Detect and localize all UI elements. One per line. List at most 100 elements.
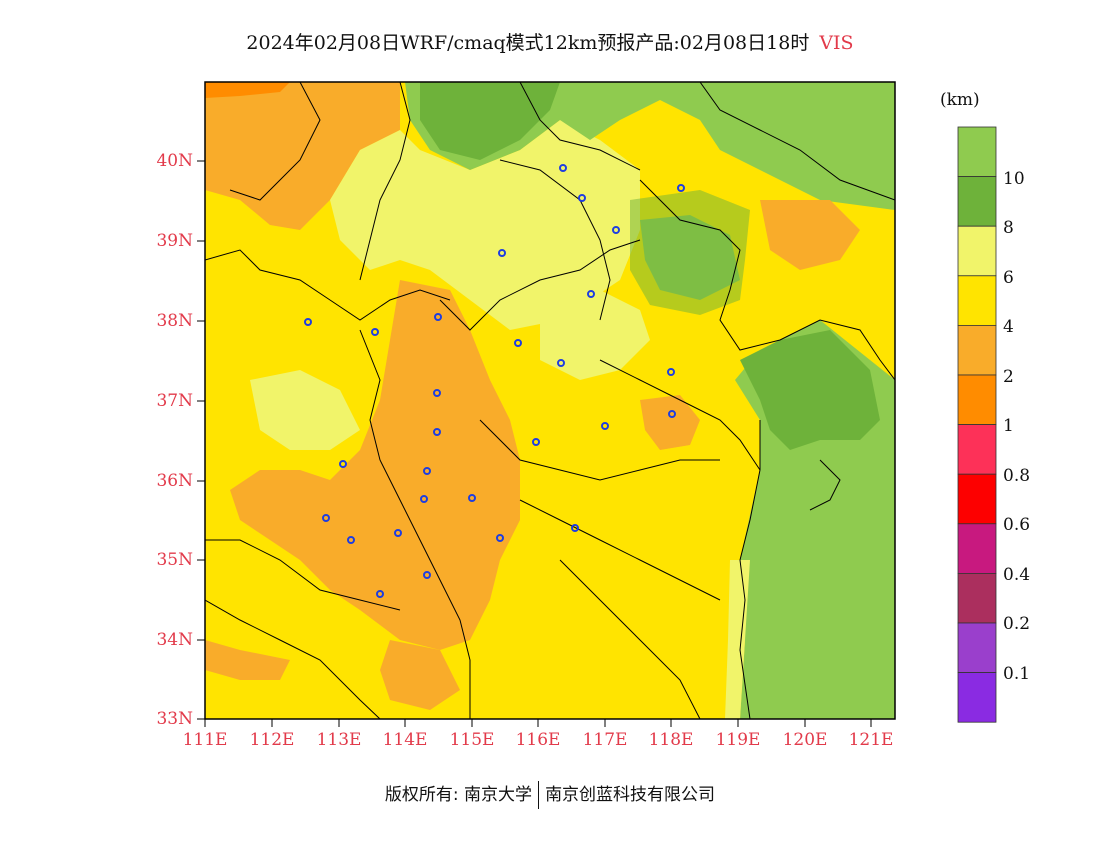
lon-label: 115E bbox=[449, 730, 495, 750]
colorbar-swatch bbox=[957, 622, 997, 673]
lon-label: 118E bbox=[648, 730, 694, 750]
city-marker bbox=[668, 410, 676, 418]
map-title: 2024年02月08日WRF/cmaq模式12km预报产品:02月08日18时 V… bbox=[0, 28, 1100, 55]
lon-label: 117E bbox=[582, 730, 628, 750]
colorbar-label: 2 bbox=[1003, 367, 1014, 387]
boundary-line bbox=[359, 329, 471, 719]
city-marker bbox=[578, 194, 586, 202]
boundary-line bbox=[519, 499, 721, 601]
boundary-line bbox=[519, 82, 641, 171]
city-marker bbox=[612, 226, 620, 234]
colorbar-swatch bbox=[957, 473, 997, 525]
lat-label: 33N bbox=[156, 709, 193, 729]
colorbar-swatch bbox=[957, 275, 997, 326]
city-marker bbox=[433, 389, 441, 397]
field-lightyellow-west bbox=[250, 370, 360, 450]
lon-label: 119E bbox=[715, 730, 761, 750]
city-markers bbox=[304, 164, 685, 598]
city-marker bbox=[347, 536, 355, 544]
city-marker bbox=[434, 313, 442, 321]
lon-label: 116E bbox=[515, 730, 561, 750]
lon-label: 121E bbox=[848, 730, 894, 750]
city-marker bbox=[532, 438, 540, 446]
lon-label: 113E bbox=[316, 730, 362, 750]
boundary-line bbox=[479, 419, 720, 481]
colorbar-swatch bbox=[957, 225, 997, 277]
axis-ticks bbox=[197, 160, 872, 727]
city-marker bbox=[587, 290, 595, 298]
colorbar-label: 10 bbox=[1003, 169, 1025, 189]
field-darkgreen-north bbox=[420, 82, 560, 160]
colorbar-swatch bbox=[957, 424, 997, 475]
boundary-line bbox=[699, 82, 895, 201]
colorbar-swatch bbox=[957, 573, 997, 624]
colorbar-swatch bbox=[957, 324, 997, 376]
city-marker bbox=[423, 467, 431, 475]
footer-left: 版权所有: 南京大学 bbox=[384, 785, 533, 805]
lat-label: 40N bbox=[156, 151, 193, 171]
field-orange-dark-north bbox=[205, 82, 290, 98]
colorbar-label: 4 bbox=[1003, 317, 1014, 337]
boundary-line bbox=[499, 159, 611, 321]
lat-label: 38N bbox=[156, 311, 193, 331]
map-fields bbox=[205, 82, 895, 719]
city-marker bbox=[498, 249, 506, 257]
lat-label: 36N bbox=[156, 471, 193, 491]
lon-label: 111E bbox=[182, 730, 228, 750]
field-orange-south bbox=[380, 640, 460, 710]
city-marker bbox=[433, 428, 441, 436]
colorbar bbox=[957, 126, 997, 723]
lat-label: 35N bbox=[156, 550, 193, 570]
city-marker bbox=[557, 359, 565, 367]
colorbar-swatch bbox=[957, 126, 997, 177]
field-lightyellow-coast bbox=[725, 560, 750, 719]
colorbar-label: 1 bbox=[1003, 416, 1014, 436]
city-marker bbox=[420, 495, 428, 503]
boundary-line bbox=[559, 559, 701, 719]
field-darkgreen-shandong bbox=[740, 330, 880, 450]
field-orange-offshore bbox=[760, 200, 860, 270]
coastline bbox=[639, 179, 895, 381]
boundary-line bbox=[205, 599, 381, 719]
city-marker bbox=[601, 422, 609, 430]
colorbar-unit: (km) bbox=[940, 90, 980, 110]
lon-label: 114E bbox=[382, 730, 428, 750]
field-lightyellow-north bbox=[330, 120, 640, 330]
colorbar-label: 6 bbox=[1003, 268, 1014, 288]
city-marker bbox=[667, 368, 675, 376]
city-marker bbox=[394, 529, 402, 537]
colorbar-label: 8 bbox=[1003, 218, 1014, 238]
boundary-line bbox=[205, 249, 451, 321]
lat-label: 39N bbox=[156, 231, 193, 251]
boundary-line bbox=[205, 539, 401, 611]
city-marker bbox=[468, 494, 476, 502]
colorbar-swatch bbox=[957, 672, 997, 723]
field-green-east-sea bbox=[735, 210, 895, 719]
city-marker bbox=[514, 339, 522, 347]
field-orange-east bbox=[640, 395, 700, 450]
city-marker bbox=[571, 524, 579, 532]
city-marker bbox=[423, 571, 431, 579]
city-marker bbox=[677, 184, 685, 192]
colorbar-label: 0.6 bbox=[1003, 515, 1031, 535]
title-main: 2024年02月08日WRF/cmaq模式12km预报产品:02月08日18时 bbox=[246, 32, 810, 54]
city-marker bbox=[339, 460, 347, 468]
lon-label: 120E bbox=[782, 730, 828, 750]
city-marker bbox=[559, 164, 567, 172]
colorbar-label: 0.1 bbox=[1003, 664, 1031, 684]
lat-label: 34N bbox=[156, 630, 193, 650]
colorbar-swatch bbox=[957, 176, 997, 227]
field-orange-southwest bbox=[205, 640, 290, 680]
lon-label: 112E bbox=[249, 730, 295, 750]
footer-separator bbox=[538, 781, 540, 809]
colorbar-swatch bbox=[957, 374, 997, 425]
boundary-line bbox=[599, 359, 761, 471]
copyright-footer: 版权所有: 南京大学 南京创蓝科技有限公司 bbox=[0, 780, 1100, 809]
city-marker bbox=[371, 328, 379, 336]
field-orange-central bbox=[230, 280, 520, 650]
coastline bbox=[739, 420, 761, 719]
field-darkgreen-bohai bbox=[630, 190, 750, 315]
city-marker bbox=[496, 534, 504, 542]
city-marker bbox=[376, 590, 384, 598]
